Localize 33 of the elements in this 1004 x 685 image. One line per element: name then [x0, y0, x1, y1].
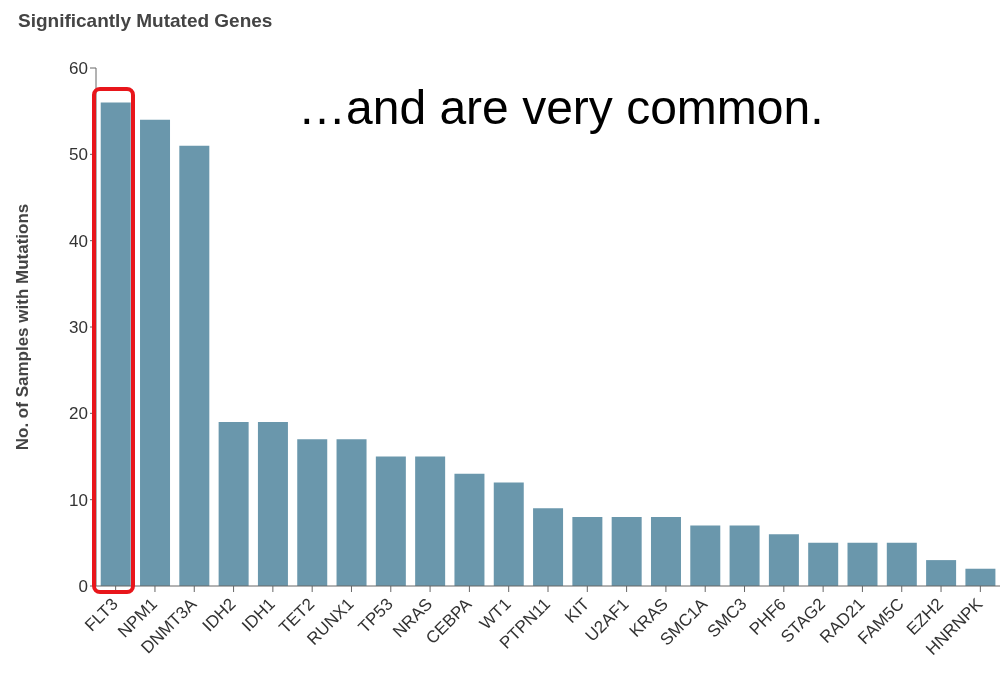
bar — [533, 508, 564, 586]
annotation: …and are very common. — [298, 80, 824, 135]
bar — [415, 456, 446, 586]
bar — [257, 421, 288, 586]
bar — [218, 421, 249, 586]
bar — [179, 145, 210, 586]
y-tick-label: 10 — [69, 490, 88, 510]
bar — [375, 456, 406, 586]
chart-title: Significantly Mutated Genes — [18, 10, 273, 32]
y-tick-label: 40 — [69, 231, 88, 251]
bar — [336, 439, 367, 586]
bar — [140, 119, 171, 586]
bar — [808, 542, 839, 586]
bar — [768, 534, 799, 586]
bar — [454, 473, 485, 586]
bar — [493, 482, 524, 586]
y-tick-label: 30 — [69, 318, 88, 338]
y-tick-label: 60 — [69, 59, 88, 79]
y-tick-label: 50 — [69, 145, 88, 165]
y-tick-label: 20 — [69, 404, 88, 424]
bar — [650, 516, 681, 586]
bar — [926, 560, 957, 586]
x-tick-label: KIT — [561, 594, 594, 627]
y-tick-label: 0 — [78, 577, 88, 597]
bar — [611, 516, 642, 586]
bar — [729, 525, 760, 586]
bar — [965, 568, 996, 586]
y-axis-title: No. of Samples with Mutations — [13, 203, 33, 451]
bar — [572, 516, 603, 586]
bar — [886, 542, 917, 586]
bar — [297, 439, 328, 586]
bar — [690, 525, 721, 586]
bar — [847, 542, 878, 586]
